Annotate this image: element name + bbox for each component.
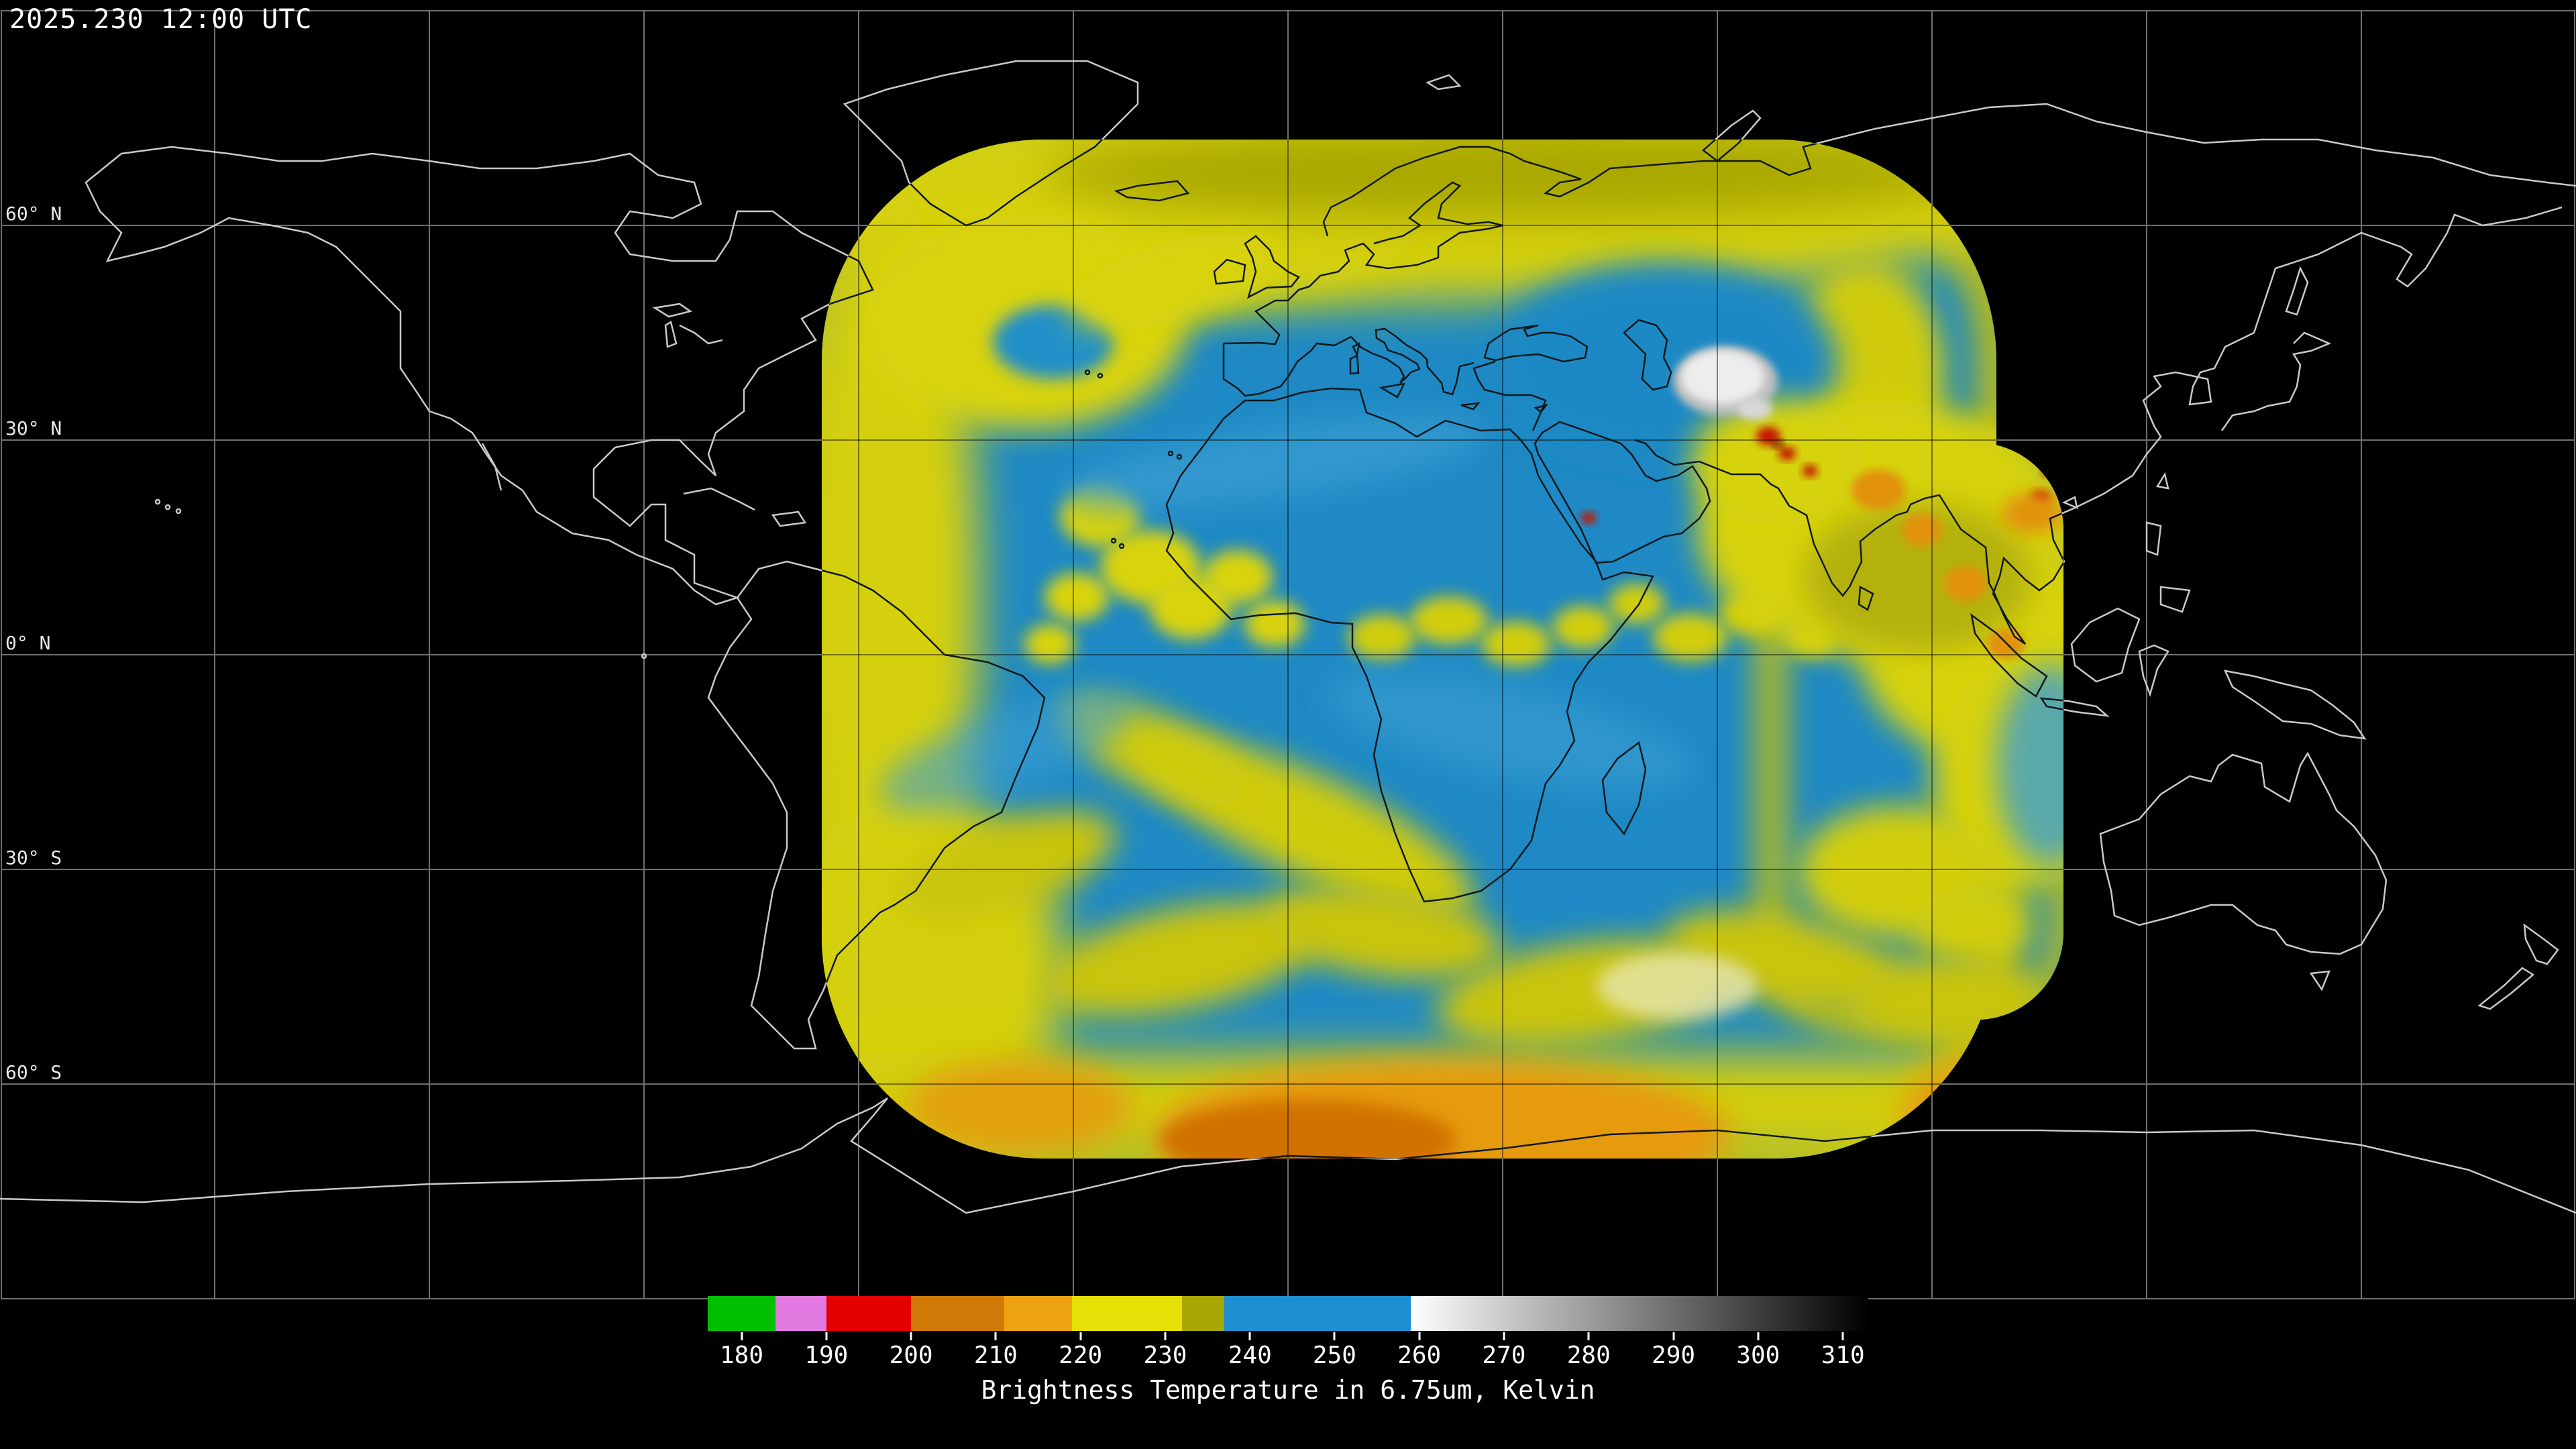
lat-label-60s: 60° S bbox=[5, 1061, 62, 1083]
colorbar-tick-label: 300 bbox=[1736, 1342, 1780, 1369]
colorbar-tickmark bbox=[994, 1332, 997, 1340]
colorbar-tickmark bbox=[1757, 1332, 1760, 1340]
colorbar-tick-label: 240 bbox=[1228, 1342, 1272, 1369]
colorbar-area: 180 190 200 210 220 230 240 250 260 270 280 290 300 3… bbox=[0, 1296, 2576, 1405]
colorbar-tickmark bbox=[1503, 1332, 1505, 1340]
colorbar-segment-orange bbox=[1004, 1296, 1072, 1331]
colorbar-tick-label: 180 bbox=[720, 1342, 764, 1369]
colorbar-segment-olive bbox=[1182, 1296, 1225, 1331]
colorbar-segment-orange-brown bbox=[911, 1296, 1004, 1331]
timestamp-label: 2025.230 12:00 UTC bbox=[9, 4, 313, 35]
convection-cells bbox=[1581, 427, 2063, 659]
colorbar-tickmark bbox=[1079, 1332, 1082, 1340]
colorbar-tickmark bbox=[741, 1332, 743, 1340]
colorbar-tickmark bbox=[1248, 1332, 1251, 1340]
colorbar-segment-green bbox=[708, 1296, 776, 1331]
colorbar-segment-blue bbox=[1224, 1296, 1411, 1331]
colorbar-tickmark bbox=[1672, 1332, 1675, 1340]
lat-label-30n: 30° N bbox=[5, 417, 62, 439]
colorbar-tickmark bbox=[1587, 1332, 1590, 1340]
colorbar-tickmark bbox=[825, 1332, 828, 1340]
colorbar-tick-label: 260 bbox=[1397, 1342, 1442, 1369]
colorbar-tick-label: 250 bbox=[1312, 1342, 1356, 1369]
colorbar-tick-label: 200 bbox=[889, 1342, 933, 1369]
colorbar-segments bbox=[708, 1296, 1868, 1331]
colorbar-segment-yellow bbox=[1071, 1296, 1183, 1331]
world-map: 60° N 30° N 0° N 30° S 60° S bbox=[0, 10, 2576, 1299]
cold-cloud-white bbox=[1673, 346, 1778, 420]
colorbar-tick-label: 270 bbox=[1482, 1342, 1526, 1369]
colorbar-tick-label: 290 bbox=[1652, 1342, 1696, 1369]
colorbar-tick-label: 310 bbox=[1821, 1342, 1865, 1369]
colorbar-tick-label: 190 bbox=[804, 1342, 849, 1369]
colorbar-ticks: 180 190 200 210 220 230 240 250 260 270 280 290 300 3… bbox=[708, 1332, 1868, 1371]
colorbar-tick-label: 280 bbox=[1566, 1342, 1611, 1369]
graticule-over-data bbox=[822, 140, 2063, 1159]
latitude-labels: 60° N 30° N 0° N 30° S 60° S bbox=[5, 203, 62, 1083]
colorbar-segment-violet bbox=[775, 1296, 826, 1331]
colorbar-tickmark bbox=[910, 1332, 912, 1340]
colorbar-tickmark bbox=[1333, 1332, 1336, 1340]
colorbar-tickmark bbox=[1841, 1332, 1844, 1340]
colorbar-tickmark bbox=[1164, 1332, 1167, 1340]
colorbar-tick-label: 220 bbox=[1059, 1342, 1103, 1369]
lat-label-30s: 30° S bbox=[5, 847, 62, 869]
colorbar-tick-label: 210 bbox=[973, 1342, 1018, 1369]
colorbar-tick-label: 230 bbox=[1143, 1342, 1187, 1369]
colorbar-segment-grayscale bbox=[1411, 1296, 1868, 1331]
colorbar-caption: Brightness Temperature in 6.75um, Kelvin bbox=[981, 1375, 1595, 1405]
lat-label-0n: 0° N bbox=[5, 632, 50, 654]
colorbar-segment-red bbox=[826, 1296, 912, 1331]
lat-label-60n: 60° N bbox=[5, 203, 62, 225]
colorbar-tickmark bbox=[1418, 1332, 1421, 1340]
